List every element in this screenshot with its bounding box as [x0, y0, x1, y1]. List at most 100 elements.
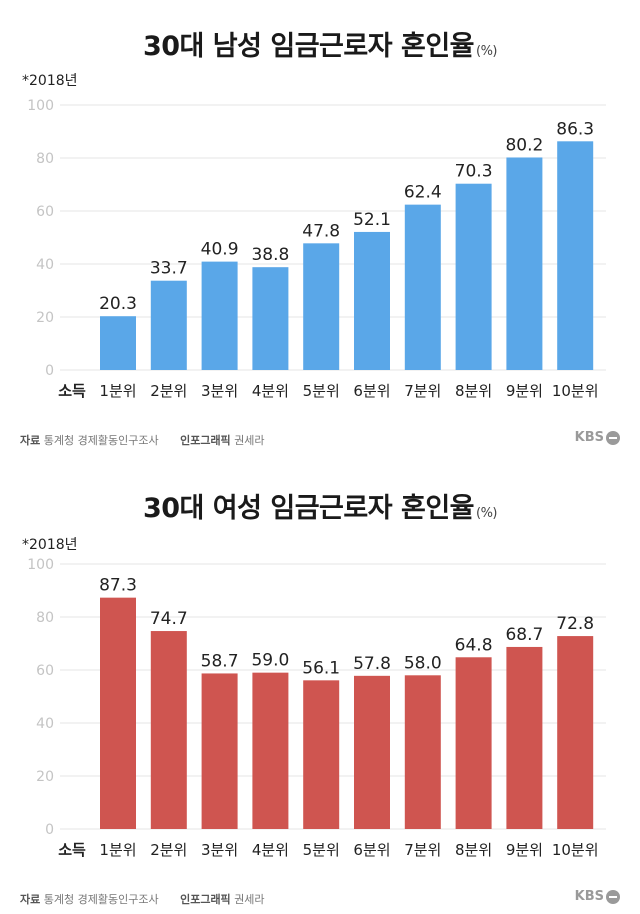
data-label: 62.4: [404, 183, 442, 203]
data-label: 20.3: [99, 294, 137, 314]
y-tick-label: 40: [36, 257, 54, 273]
kbs-ball-icon: [606, 889, 620, 904]
y-tick-label: 20: [36, 769, 54, 785]
bar: [303, 243, 340, 370]
bar: [506, 157, 543, 370]
data-label: 33.7: [150, 259, 188, 279]
x-tick-label: 7분위: [404, 841, 441, 859]
bar: [455, 657, 492, 829]
bar-chart-male: 0 20 40 60 80 100 소득 20.3 1분위 33.7 2분위 40.9 3분위 38.8 4…: [27, 98, 606, 400]
bar: [100, 316, 136, 370]
logo-text: KBS: [574, 430, 604, 445]
x-tick-label: 6분위: [353, 382, 390, 400]
x-tick-label: 9분위: [506, 382, 543, 400]
y-tick-label: 60: [36, 204, 54, 220]
data-label: 68.7: [505, 625, 543, 645]
data-label: 38.8: [251, 245, 289, 265]
source-text: 통계청 경제활동인구조사: [43, 893, 159, 906]
unit-label: (%): [476, 44, 498, 59]
x-tick-label: 1분위: [99, 382, 136, 400]
source-line: 자료 통계청 경제활동인구조사 인포그래픽 권세라: [20, 891, 265, 907]
x-tick-label: 10분위: [552, 841, 599, 859]
year-note: *2018년: [22, 537, 78, 553]
data-label: 40.9: [201, 240, 239, 260]
data-label: 86.3: [556, 119, 594, 139]
y-tick-label: 40: [36, 716, 54, 732]
bar: [252, 267, 289, 370]
x-axis-first-label: 소득: [58, 382, 86, 400]
x-tick-label: 6분위: [353, 841, 390, 859]
source-label: 자료: [20, 434, 41, 447]
bar: [201, 261, 238, 370]
data-label: 56.1: [302, 658, 340, 678]
data-label: 72.8: [556, 614, 594, 634]
x-tick-label: 2분위: [150, 841, 187, 859]
bar: [354, 231, 390, 370]
bar: [201, 673, 238, 829]
source-line: 자료 통계청 경제활동인구조사 인포그래픽 권세라: [20, 432, 265, 448]
bar-chart-female: 0 20 40 60 80 100 소득 87.3 1분위 74.7 2분위 58.7 3분위 59.0 4…: [27, 557, 606, 859]
x-tick-label: 3분위: [201, 841, 238, 859]
data-label: 87.3: [99, 576, 137, 596]
kbs-logo: KBS: [575, 889, 620, 904]
credit-label: 인포그래픽: [180, 893, 231, 906]
source-text: 통계청 경제활동인구조사: [43, 434, 159, 447]
x-tick-label: 8분위: [455, 382, 492, 400]
data-label: 80.2: [505, 135, 543, 155]
bar: [150, 631, 187, 829]
bar: [252, 672, 289, 829]
chart-panel-female: 30대 여성 임금근로자 혼인율 (%) *2018년 0 20 40 60 80 100 소…: [0, 462, 640, 914]
y-tick-label: 100: [27, 98, 54, 114]
x-tick-label: 4분위: [252, 382, 289, 400]
x-tick-label: 1분위: [99, 841, 136, 859]
logo-text: KBS: [574, 889, 604, 904]
y-tick-label: 80: [36, 151, 54, 167]
unit-label: (%): [476, 506, 498, 521]
year-note: *2018년: [22, 73, 78, 89]
data-label: 64.8: [455, 635, 493, 655]
x-tick-label: 4분위: [252, 841, 289, 859]
x-tick-label: 3분위: [201, 382, 238, 400]
source-label: 자료: [20, 893, 41, 906]
bar: [100, 597, 136, 829]
bar: [303, 680, 340, 829]
chart-panel-male: 30대 남성 임금근로자 혼인율 (%) *2018년 0 20 40 60 80 100 소…: [0, 24, 640, 448]
y-tick-label: 0: [45, 822, 54, 838]
bar: [557, 636, 594, 829]
bar: [506, 646, 543, 829]
data-label: 58.7: [201, 651, 239, 671]
y-tick-label: 100: [27, 557, 54, 573]
bar: [404, 204, 441, 370]
credit-label: 인포그래픽: [180, 434, 231, 447]
data-label: 58.0: [404, 653, 442, 673]
kbs-ball-icon: [606, 430, 620, 445]
y-tick-label: 80: [36, 610, 54, 626]
chart-title-text: 30대 여성 임금근로자 혼인율: [142, 493, 475, 524]
y-tick-label: 60: [36, 663, 54, 679]
data-label: 70.3: [455, 162, 493, 182]
x-axis-first-label: 소득: [58, 841, 86, 859]
x-tick-label: 8분위: [455, 841, 492, 859]
credit-text: 권세라: [234, 893, 265, 906]
x-tick-label: 5분위: [303, 841, 340, 859]
chart-title-text: 30대 남성 임금근로자 혼인율: [142, 31, 475, 62]
data-label: 52.1: [353, 210, 391, 230]
chart-title: 30대 여성 임금근로자 혼인율 (%): [0, 486, 640, 525]
bar: [150, 280, 187, 370]
credit-text: 권세라: [234, 434, 265, 447]
data-label: 57.8: [353, 654, 391, 674]
data-label: 59.0: [251, 651, 289, 671]
bar: [557, 141, 594, 370]
bar: [455, 183, 492, 370]
data-label: 74.7: [150, 609, 188, 629]
bar: [354, 675, 390, 829]
chart-title: 30대 남성 임금근로자 혼인율 (%): [0, 24, 640, 63]
x-tick-label: 7분위: [404, 382, 441, 400]
x-tick-label: 9분위: [506, 841, 543, 859]
x-tick-label: 10분위: [552, 382, 599, 400]
kbs-logo: KBS: [575, 430, 620, 445]
x-tick-label: 5분위: [303, 382, 340, 400]
bar: [404, 675, 441, 829]
x-tick-label: 2분위: [150, 382, 187, 400]
y-tick-label: 0: [45, 363, 54, 379]
